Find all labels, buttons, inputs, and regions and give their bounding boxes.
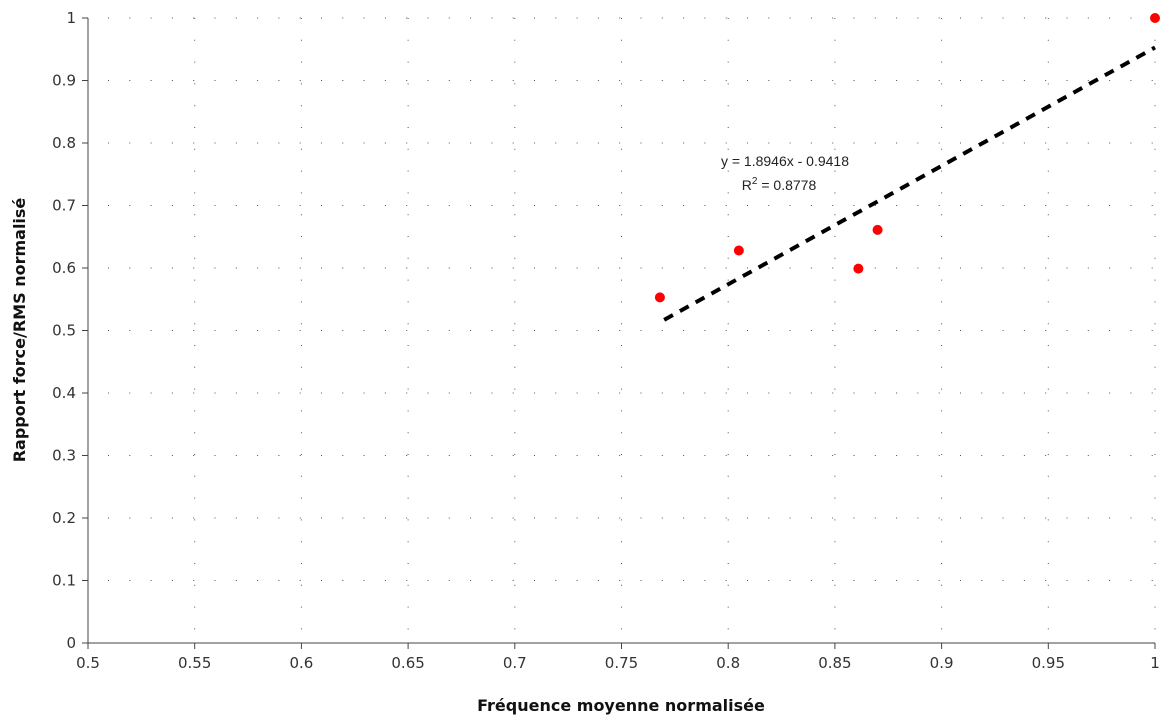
y-tick-label: 0.8 — [52, 134, 76, 152]
data-point — [1150, 13, 1160, 23]
x-tick-label: 0.6 — [289, 654, 313, 672]
data-point — [733, 245, 744, 256]
trendline-equation: y = 1.8946x - 0.9418 — [721, 153, 849, 169]
y-tick-label: 1 — [66, 9, 76, 27]
y-tick-label: 0.9 — [52, 72, 76, 90]
y-tick-label: 0.1 — [52, 572, 76, 590]
y-tick-label: 0.7 — [52, 197, 76, 215]
r2-value: = 0.8778 — [757, 177, 816, 193]
x-tick-label: 0.95 — [1032, 654, 1065, 672]
trendline-r2: R2 = 0.8778 — [742, 176, 817, 193]
y-tick-label: 0.5 — [52, 322, 76, 340]
y-tick-label: 0.3 — [52, 447, 76, 465]
axes — [87, 18, 1155, 644]
x-tick-label: 0.5 — [76, 654, 100, 672]
x-tick-label: 0.9 — [930, 654, 954, 672]
data-point — [872, 224, 883, 235]
x-axis-title: Fréquence moyenne normalisée — [477, 696, 765, 715]
x-tick-label: 0.75 — [605, 654, 638, 672]
x-tick-label: 0.85 — [818, 654, 851, 672]
y-tick-labels: 0 0.1 0.2 0.3 0.4 0.5 0.6 0.7 0.8 0.9 1 — [52, 9, 88, 652]
r2-prefix: R — [742, 177, 752, 193]
y-tick-label: 0 — [66, 634, 76, 652]
y-tick-label: 0.4 — [52, 384, 76, 402]
y-tick-label: 0.6 — [52, 259, 76, 277]
y-axis-title: Rapport force/RMS normalisé — [10, 198, 29, 463]
y-tick-label: 0.2 — [52, 509, 76, 527]
data-point — [654, 292, 665, 303]
data-points — [654, 13, 1160, 303]
grid — [88, 17, 1156, 643]
x-tick-label: 0.7 — [503, 654, 527, 672]
x-tick-label: 0.55 — [178, 654, 211, 672]
x-tick-label: 0.8 — [716, 654, 740, 672]
r2-superscript: 2 — [752, 176, 758, 187]
x-tick-label: 0.65 — [391, 654, 424, 672]
x-tick-label: 1 — [1150, 654, 1160, 672]
trendline-layer — [663, 45, 1156, 322]
data-point — [853, 263, 864, 274]
trendline — [663, 45, 1156, 322]
x-tick-labels: 0.5 0.55 0.6 0.65 0.7 0.75 0.8 0.85 0.9 0.95 1 — [76, 643, 1160, 672]
